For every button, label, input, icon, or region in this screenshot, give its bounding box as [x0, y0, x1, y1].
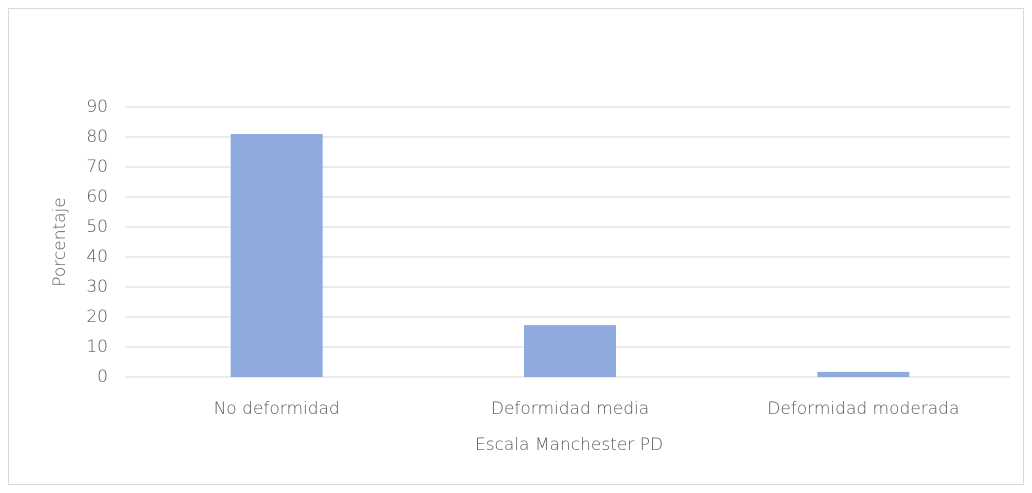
bar [524, 325, 616, 377]
y-tick-label: 60 [86, 187, 108, 207]
y-tick-label: 0 [97, 367, 108, 387]
x-tick-label: No deformidad [214, 399, 340, 419]
x-axis-title: Escala Manchester PD [475, 435, 663, 455]
x-tick-label: Deformidad media [491, 399, 649, 419]
y-tick-label: 80 [86, 127, 108, 147]
y-tick-label: 10 [86, 337, 108, 357]
bar [817, 371, 910, 377]
x-tick-label: Deformidad moderada [767, 399, 959, 419]
y-tick-label: 40 [86, 247, 108, 267]
y-tick-label: 90 [86, 97, 108, 117]
y-tick-label: 50 [86, 217, 108, 237]
y-tick-label: 20 [86, 307, 108, 327]
y-tick-label: 70 [86, 157, 108, 177]
y-tick-label: 30 [86, 277, 108, 297]
bar [230, 134, 323, 377]
y-axis-title: Porcentaje [50, 197, 70, 287]
chart-frame [8, 8, 1024, 485]
